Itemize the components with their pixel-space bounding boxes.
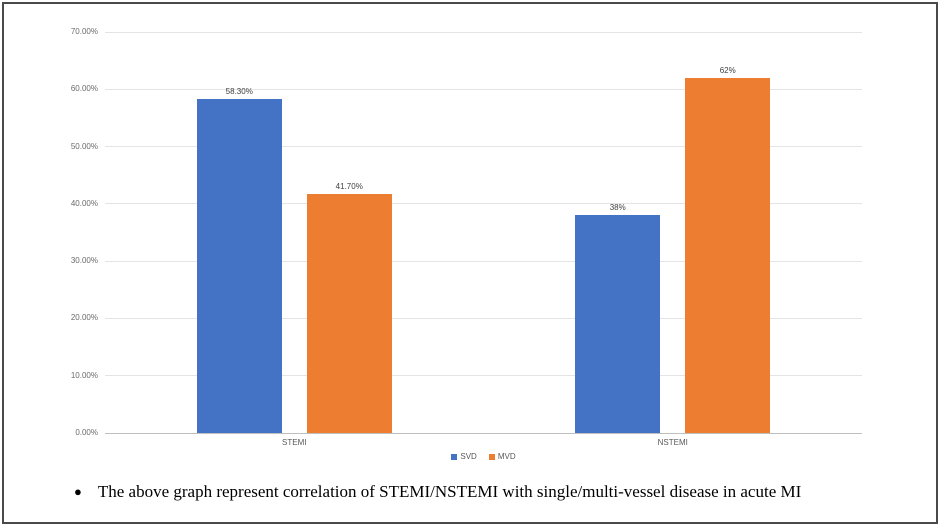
data-label: 38%: [609, 203, 626, 213]
caption-text: The above graph represent correlation of…: [97, 482, 802, 501]
x-axis-category-label: STEMI: [282, 438, 307, 447]
gridline: [105, 146, 862, 148]
gridline: [105, 260, 862, 262]
bar-stemi-svd: [196, 99, 282, 433]
gridline: [105, 375, 862, 377]
slide-frame: 0.00% 10.00% 20.00% 30.00% 40.00% 50.00% 60.00…: [2, 2, 938, 524]
gridline: [105, 317, 862, 319]
caption: ● The above graph represent correlation …: [74, 481, 874, 502]
bullet-icon: ●: [74, 484, 82, 499]
y-axis-tick-label: 50.00%: [70, 141, 98, 151]
y-axis-tick-label: 30.00%: [70, 256, 98, 266]
y-axis-tick-label: 70.00%: [70, 27, 98, 36]
bar-nstemi-svd: [575, 215, 661, 433]
x-axis-category-label: NSTEMI: [657, 438, 688, 447]
y-axis-tick-label: 40.00%: [70, 198, 98, 208]
bar-stemi-mvd: [306, 194, 392, 433]
gridline: [105, 432, 862, 434]
bar-chart: 0.00% 10.00% 20.00% 30.00% 40.00% 50.00% 60.00…: [4, 4, 936, 522]
legend-label: MVD: [497, 452, 516, 461]
data-label: 62%: [719, 65, 736, 75]
gridline: [105, 203, 862, 205]
y-axis-tick-label: 0.00%: [75, 428, 98, 437]
gridline: [105, 88, 862, 90]
legend-swatch-icon: [451, 453, 458, 460]
y-axis-tick-label: 60.00%: [70, 84, 98, 94]
y-axis-tick-label: 10.00%: [70, 370, 98, 380]
legend-item-svd: SVD: [451, 452, 477, 461]
data-label: 41.70%: [335, 182, 363, 192]
legend-label: SVD: [460, 452, 477, 461]
legend-swatch-icon: [488, 453, 495, 460]
data-label: 58.30%: [225, 87, 253, 97]
y-axis-tick-label: 20.00%: [70, 313, 98, 323]
legend-item-mvd: MVD: [488, 452, 516, 461]
gridline: [105, 31, 862, 33]
bar-nstemi-mvd: [685, 77, 771, 433]
chart-legend: SVD MVD: [105, 452, 862, 461]
